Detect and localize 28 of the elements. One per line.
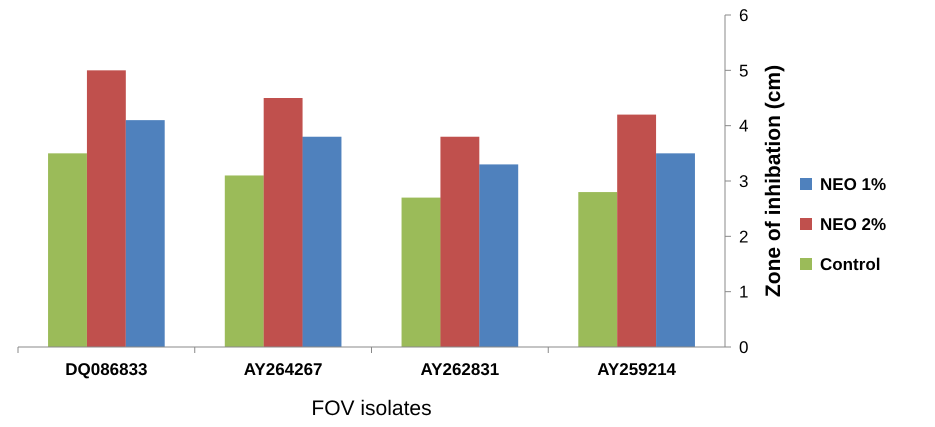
legend-label: NEO 1% bbox=[820, 175, 886, 194]
x-tick-label: DQ086833 bbox=[65, 360, 148, 379]
bar bbox=[440, 136, 480, 347]
x-tick-label: AY264267 bbox=[244, 360, 323, 379]
bar bbox=[617, 114, 656, 347]
bar bbox=[578, 192, 618, 347]
x-tick-label: AY262831 bbox=[420, 360, 500, 379]
x-tick-label: AY259214 bbox=[597, 360, 677, 379]
legend-label: NEO 2% bbox=[820, 215, 886, 234]
y-tick-label: 6 bbox=[739, 6, 748, 25]
y-tick-label: 1 bbox=[739, 282, 748, 302]
bar bbox=[302, 136, 342, 347]
bar bbox=[126, 120, 165, 347]
bar bbox=[264, 98, 303, 347]
bar bbox=[224, 175, 264, 347]
legend-label: Control bbox=[820, 255, 880, 274]
bar bbox=[402, 198, 440, 347]
y-tick-label: 0 bbox=[739, 338, 748, 357]
y-tick-label: 5 bbox=[739, 61, 748, 80]
x-axis-title: FOV isolates bbox=[311, 397, 432, 420]
y-tick-label: 3 bbox=[739, 172, 748, 191]
y-tick-label: 2 bbox=[739, 227, 748, 246]
bar bbox=[86, 70, 126, 347]
bar bbox=[656, 153, 695, 347]
bar bbox=[479, 164, 518, 347]
y-tick-label: 4 bbox=[739, 116, 748, 136]
bar bbox=[48, 153, 87, 347]
y-axis-title: Zone of inhibation (cm) bbox=[762, 64, 785, 298]
